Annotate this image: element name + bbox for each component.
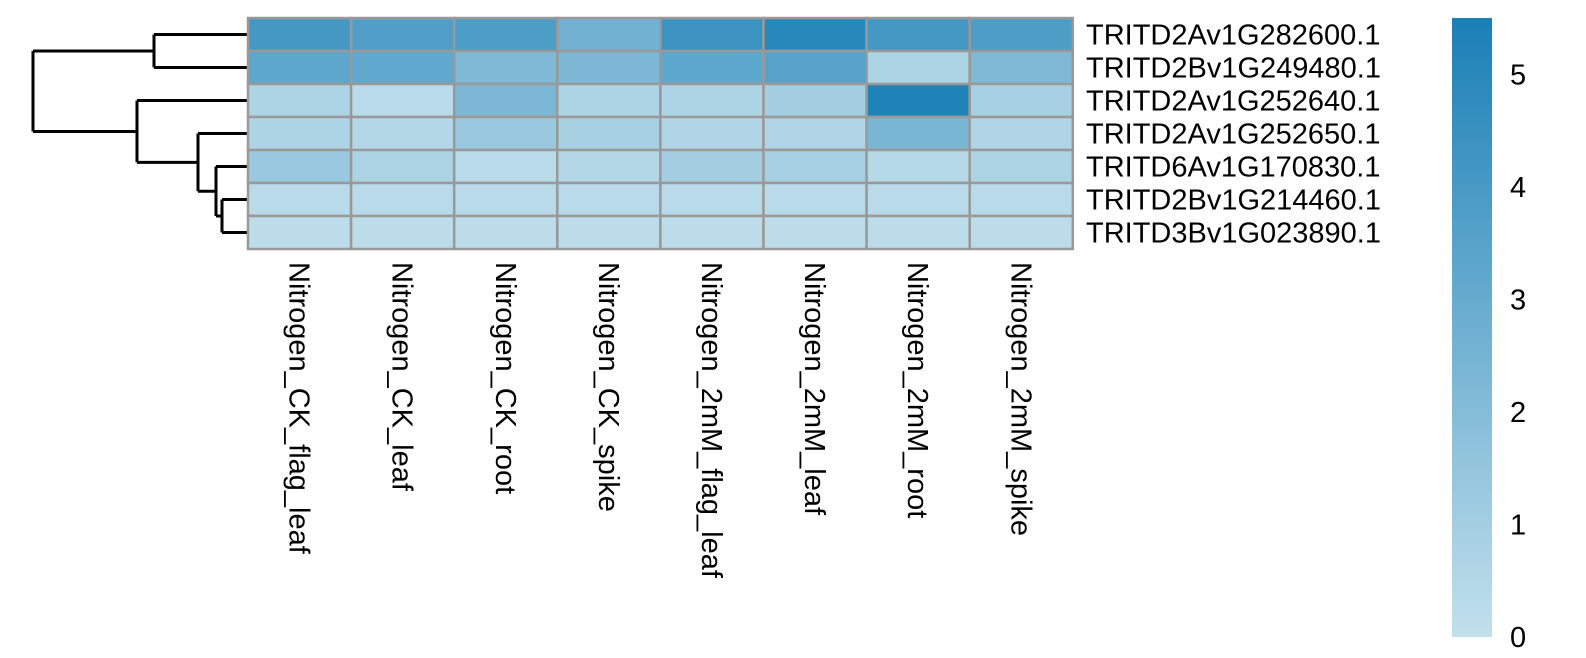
row-dendrogram <box>31 33 247 234</box>
heatmap-cell <box>556 148 662 185</box>
row-label: TRITD2Bv1G249480.1 <box>1086 53 1381 85</box>
heatmap-cell <box>452 148 559 185</box>
heatmap-cell <box>762 181 868 218</box>
heatmap-cell <box>452 214 559 251</box>
heatmap-cell <box>865 214 971 251</box>
heatmap-cell <box>556 214 662 251</box>
heatmap-cell <box>865 49 971 86</box>
colorbar-tick-label: 3 <box>1510 284 1526 316</box>
heatmap-cell <box>556 49 662 86</box>
heatmap-cell <box>659 214 765 251</box>
color-legend: 0 1 2 3 4 5 <box>1452 18 1526 654</box>
heatmap-cell <box>762 49 868 86</box>
heatmap-cell <box>349 115 456 152</box>
heatmap-cells <box>246 16 1075 251</box>
heatmap-cell <box>349 214 456 251</box>
heatmap-cell <box>349 16 456 53</box>
row-label: TRITD2Bv1G214460.1 <box>1086 185 1381 217</box>
heatmap-cell <box>762 16 868 53</box>
heatmap-cell <box>865 16 971 53</box>
heatmap-cell <box>349 49 456 86</box>
heatmap-cell <box>246 181 353 218</box>
row-labels: TRITD2Av1G282600.1TRITD2Bv1G249480.1TRIT… <box>1086 20 1381 250</box>
heatmap-cell <box>659 49 765 86</box>
row-label: TRITD2Av1G252650.1 <box>1086 119 1380 151</box>
heatmap-cell <box>452 16 559 53</box>
heatmap-cell <box>452 115 559 152</box>
heatmap-cell <box>865 181 971 218</box>
heatmap-cell <box>246 214 353 251</box>
heatmap-cell <box>349 148 456 185</box>
heatmap-cell <box>452 49 559 86</box>
heatmap-cell <box>762 82 868 119</box>
heatmap-cell <box>968 148 1075 185</box>
row-label: TRITD3Bv1G023890.1 <box>1086 218 1381 250</box>
heatmap-cell <box>865 148 971 185</box>
colorbar-tick-label: 0 <box>1510 622 1526 654</box>
heatmap-cell <box>659 115 765 152</box>
heatmap-cell <box>762 214 868 251</box>
heatmap-cell <box>762 148 868 185</box>
column-labels: Nitrogen_CK_flag_leaf Nitrogen_CK_leaf Nit… <box>283 262 1037 579</box>
heatmap-cell <box>968 115 1075 152</box>
heatmap-cell <box>659 82 765 119</box>
column-label: Nitrogen_CK_flag_leaf <box>283 262 315 555</box>
heatmap-cell <box>452 181 559 218</box>
column-label: Nitrogen_CK_spike <box>592 262 624 512</box>
heatmap-cell <box>968 16 1075 53</box>
heatmap-cell <box>246 148 353 185</box>
column-label: Nitrogen_2mM_spike <box>1004 262 1036 536</box>
column-label: Nitrogen_2mM_flag_leaf <box>695 262 727 579</box>
colorbar-tick-label: 4 <box>1510 172 1526 204</box>
heatmap-cell <box>246 49 353 86</box>
column-label: Nitrogen_CK_leaf <box>386 262 418 492</box>
column-label: Nitrogen_CK_root <box>489 262 521 494</box>
heatmap-cell <box>659 148 765 185</box>
heatmap-cell <box>349 181 456 218</box>
heatmap-cell <box>968 49 1075 86</box>
row-label: TRITD2Av1G282600.1 <box>1086 20 1380 52</box>
colorbar-tick-label: 1 <box>1510 509 1526 541</box>
heatmap-cell <box>659 16 765 53</box>
row-label: TRITD2Av1G252640.1 <box>1086 86 1380 118</box>
column-label: Nitrogen_2mM_leaf <box>798 262 830 516</box>
colorbar-tick-label: 5 <box>1510 59 1526 91</box>
heatmap-cell <box>968 214 1075 251</box>
heatmap-cell <box>556 16 662 53</box>
heatmap-cell <box>556 82 662 119</box>
heatmap-cell <box>865 82 971 119</box>
colorbar-gradient <box>1452 18 1492 637</box>
heatmap-cell <box>452 82 559 119</box>
heatmap-cell <box>246 16 353 53</box>
heatmap-cell <box>246 115 353 152</box>
heatmap-cell <box>556 181 662 218</box>
heatmap-cell <box>246 82 353 119</box>
colorbar-tick-label: 2 <box>1510 397 1526 429</box>
heatmap-cell <box>968 181 1075 218</box>
heatmap-cell <box>762 115 868 152</box>
row-label: TRITD6Av1G170830.1 <box>1086 152 1380 184</box>
column-label: Nitrogen_2mM_root <box>901 262 933 518</box>
heatmap-cell <box>659 181 765 218</box>
heatmap-cell <box>556 115 662 152</box>
heatmap-cell <box>349 82 456 119</box>
heatmap-cell <box>865 115 971 152</box>
heatmap-cell <box>968 82 1075 119</box>
